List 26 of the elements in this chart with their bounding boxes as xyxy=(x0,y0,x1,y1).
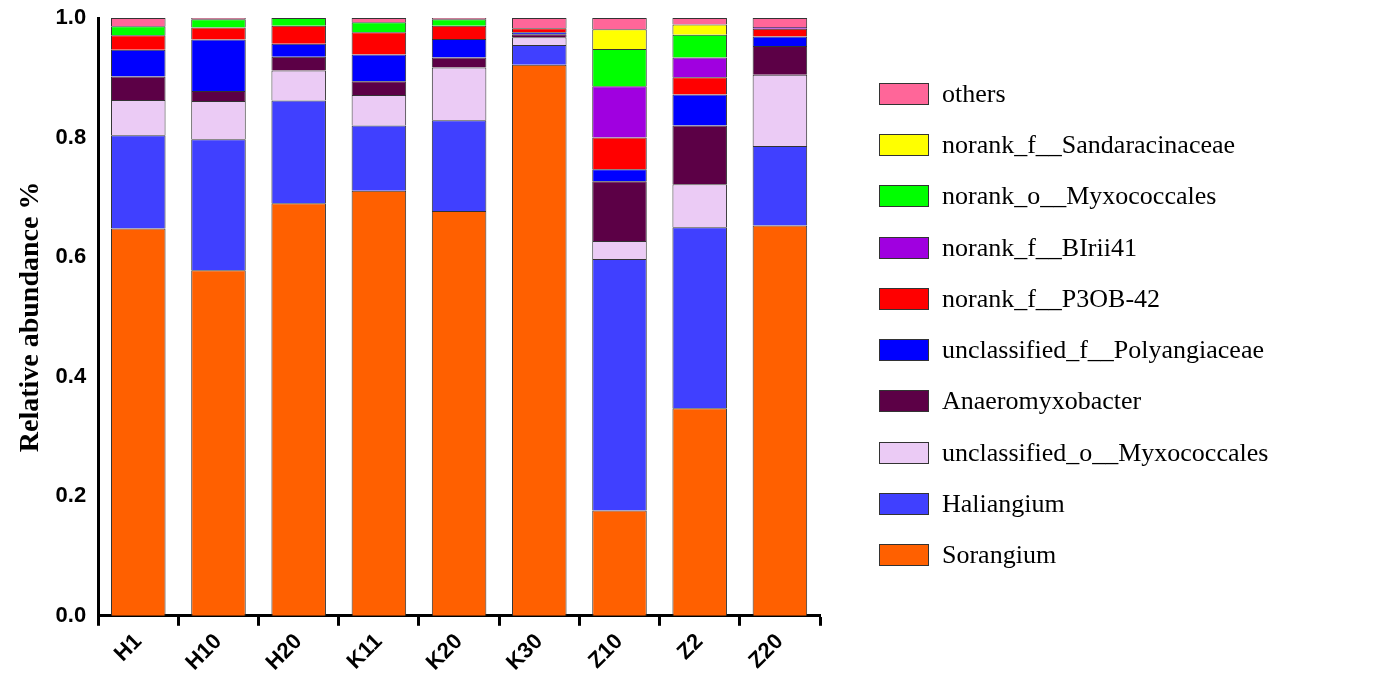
x-tick-label: K11 xyxy=(341,628,387,674)
x-tick-label: H10 xyxy=(180,628,227,675)
legend-label: norank_f__Sandaracinaceae xyxy=(942,129,1236,160)
legend-label: Anaeromyxobacter xyxy=(942,386,1142,417)
y-tick-label: 0.8 xyxy=(55,123,87,149)
x-tick-label: Z10 xyxy=(582,628,628,673)
y-tick-label: 0.0 xyxy=(55,601,87,627)
legend-label: Sorangium xyxy=(942,540,1057,571)
x-tick-label: K20 xyxy=(420,628,467,675)
y-tick-label: 0.2 xyxy=(55,482,87,508)
legend-label: others xyxy=(942,78,1006,109)
legend-label: Haliangium xyxy=(942,489,1065,520)
legend-label: norank_f__BIrii41 xyxy=(942,232,1137,263)
x-tick-label: K30 xyxy=(500,628,548,675)
x-tick-label: Z2 xyxy=(671,628,708,665)
y-axis-title: Relative abundance % xyxy=(13,181,45,453)
legend-label: unclassified_f__Polyangiaceae xyxy=(942,335,1264,366)
y-tick-label: 0.4 xyxy=(55,362,87,388)
y-tick-label: 1.0 xyxy=(55,4,87,30)
legend-label: unclassified_o__Myxococcales xyxy=(942,437,1269,468)
x-tick-label: H20 xyxy=(260,628,307,675)
y-tick-label: 0.6 xyxy=(55,243,87,269)
x-tick-label: H1 xyxy=(108,628,147,666)
legend-label: norank_o__Myxococcales xyxy=(942,181,1217,212)
legend-label: norank_f__P3OB-42 xyxy=(942,283,1161,314)
x-tick-label: Z20 xyxy=(743,628,788,673)
